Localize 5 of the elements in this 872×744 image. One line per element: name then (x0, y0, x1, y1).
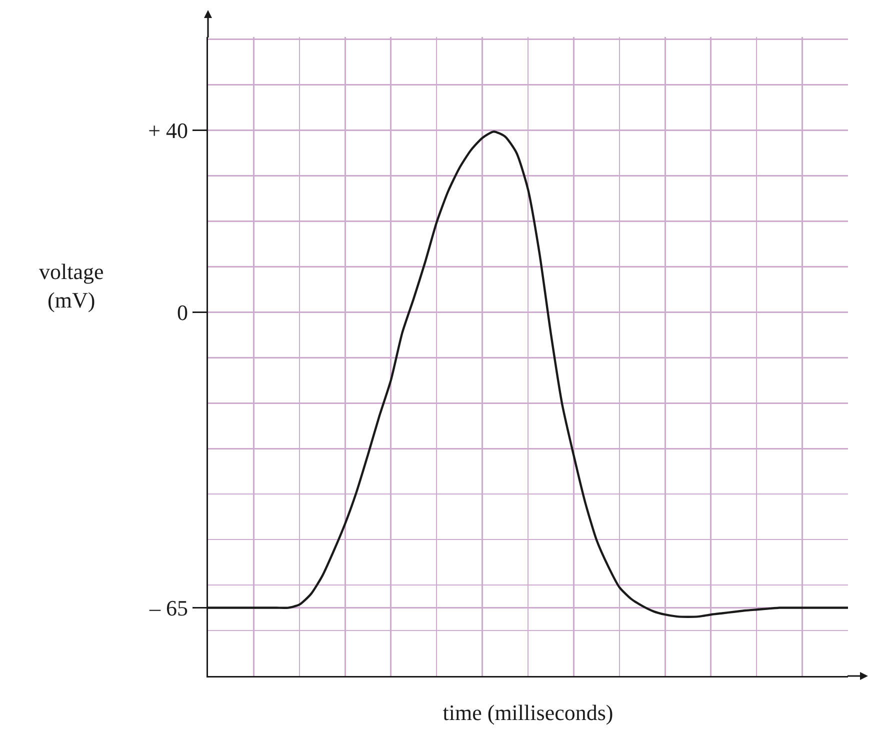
y-axis-title: voltage (mV) (39, 259, 104, 313)
y-tick-label: 0 (177, 300, 188, 325)
x-axis-title: time (milliseconds) (442, 700, 614, 726)
y-tick-label: + 40 (148, 118, 188, 143)
y-tick-label: – 65 (148, 595, 188, 620)
